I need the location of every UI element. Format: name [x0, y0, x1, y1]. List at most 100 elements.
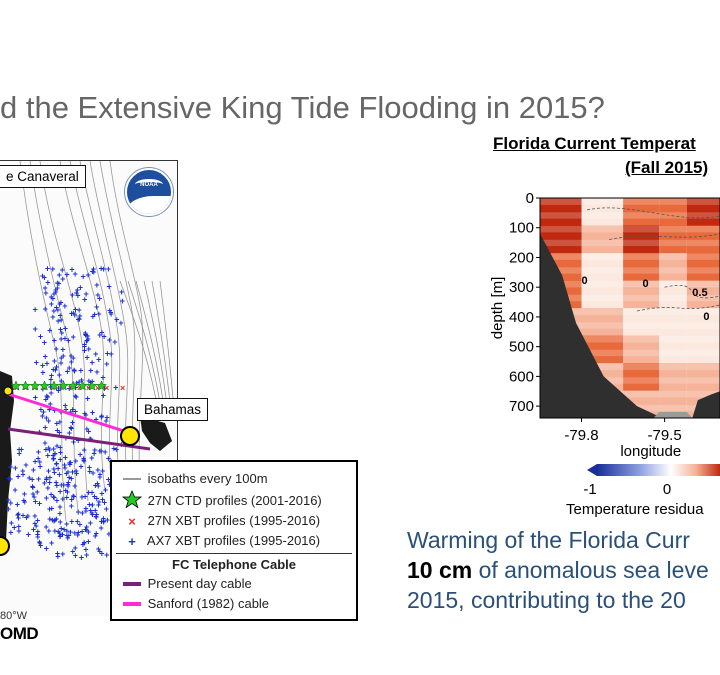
contour-line — [636, 304, 720, 312]
ax7-profile-marker: + — [86, 537, 91, 547]
ax7-profile-marker: + — [62, 463, 67, 473]
ax7-profile-marker: + — [87, 463, 92, 473]
xbt27-profile-marker: × — [77, 383, 82, 393]
ax7-profile-marker: + — [104, 413, 109, 423]
ax7-profile-marker: + — [62, 460, 67, 470]
ax7-profile-marker: + — [44, 358, 49, 368]
ax7-profile-marker: + — [52, 449, 57, 459]
heatmap-cell — [581, 225, 623, 233]
ax7-profile-marker: + — [63, 452, 68, 462]
ax7-profile-marker: + — [38, 405, 43, 415]
heatmap-cell — [581, 308, 623, 316]
ax7-profile-marker: + — [8, 527, 13, 537]
ax7-profile-marker: + — [44, 473, 49, 483]
ax7-profile-marker: + — [95, 479, 100, 489]
heatmap-cell — [686, 266, 720, 275]
ax7-profile-marker: + — [85, 336, 90, 346]
ax7-profile-marker: + — [102, 498, 107, 508]
ax7-profile-marker: + — [99, 446, 104, 456]
ax7-profile-marker: + — [90, 468, 95, 478]
ax7-profile-marker: + — [93, 505, 98, 515]
ax7-profile-marker: + — [54, 477, 59, 487]
ax7-profile-marker: + — [54, 362, 59, 372]
ax7-profile-marker: + — [68, 422, 73, 432]
ax7-profile-marker: + — [6, 504, 11, 514]
ax7-profile-marker: + — [31, 525, 36, 535]
ax7-profile-marker: + — [79, 375, 84, 385]
heatmap-cell — [581, 342, 623, 350]
ax7-profile-marker: + — [68, 458, 73, 468]
ax7-profile-marker: + — [47, 504, 52, 514]
ax7-profile-marker: + — [57, 299, 62, 309]
legend-ctd: 27N CTD profiles (2001-2016) — [120, 489, 322, 509]
ax7-profile-marker: + — [66, 531, 71, 541]
ax7-profile-marker: + — [88, 518, 93, 528]
ax7-profile-marker: + — [82, 538, 87, 548]
ax7-profile-marker: + — [97, 469, 102, 479]
ctd-profile-marker — [29, 380, 41, 391]
legend-isobaths: isobaths every 100m — [120, 470, 268, 488]
ax7-profile-marker: + — [71, 332, 76, 342]
ax7-profile-marker: + — [86, 334, 91, 344]
ax7-profile-marker: + — [96, 497, 101, 507]
heatmap-cell — [686, 294, 720, 302]
ax7-profile-marker: + — [89, 487, 94, 497]
heatmap-cell — [581, 321, 623, 330]
ax7-profile-marker: + — [64, 492, 69, 502]
ax7-profile-marker: + — [108, 308, 113, 318]
ax7-profile-marker: + — [65, 480, 70, 490]
ax7-profile-marker: + — [9, 518, 14, 528]
ax7-profile-marker: + — [79, 492, 84, 502]
map-panel: + + + + + + + + + + + + + + + + + + + + + + + + + + + + + + + + + + + + + + + +… — [0, 160, 178, 616]
ax7-profile-marker: + — [93, 512, 98, 522]
ax7-profile-marker: + — [59, 524, 64, 534]
ax7-profile-marker: + — [52, 515, 57, 525]
ax7-profile-marker: + — [96, 309, 101, 319]
ax7-profile-marker: + — [44, 413, 49, 423]
ax7-profile-marker: + — [58, 531, 63, 541]
ax7-profile-marker: + — [55, 552, 60, 562]
heatmap-cell — [659, 349, 687, 357]
heatmap-cell — [623, 266, 660, 275]
ax7-profile-marker: + — [70, 547, 75, 557]
y-tick-label: 400 — [509, 309, 534, 326]
ax7-profile-marker: + — [73, 543, 78, 553]
ax7-profile-marker: + — [70, 404, 75, 414]
heatmap-cell — [581, 246, 623, 254]
ax7-profile-marker: + — [80, 527, 85, 537]
ax7-profile-marker: + — [46, 416, 51, 426]
ax7-profile-marker: + — [71, 491, 76, 501]
ax7-profile-marker: + — [83, 506, 88, 516]
y-tick-label: 300 — [509, 279, 534, 296]
ax7-profile-marker: + — [96, 354, 101, 364]
ax7-profile-marker: + — [101, 516, 106, 526]
legend-cable-header: FC Telephone Cable — [172, 557, 296, 572]
ax7-profile-marker: + — [88, 378, 93, 388]
heatmap-cell — [686, 232, 720, 240]
ax7-profile-marker: + — [56, 383, 61, 393]
ax7-profile-marker: + — [38, 462, 43, 472]
ax7-profile-marker: + — [63, 485, 68, 495]
star-icon — [120, 489, 144, 513]
ax7-profile-marker: + — [56, 385, 61, 395]
ax7-profile-marker: + — [37, 538, 42, 548]
ctd-profile-marker — [48, 380, 60, 391]
ax7-profile-marker: + — [61, 351, 66, 361]
ax7-profile-marker: + — [21, 495, 26, 505]
ax7-profile-marker: + — [93, 481, 98, 491]
ax7-profile-marker: + — [32, 492, 37, 502]
heatmap-cell — [659, 218, 687, 226]
ax7-profile-marker: + — [57, 469, 62, 479]
ax7-profile-marker: + — [84, 525, 89, 535]
ax7-profile-marker: + — [82, 345, 87, 355]
heatmap-cell — [659, 273, 687, 281]
ax7-profile-marker: + — [104, 550, 109, 560]
ax7-profile-marker: + — [71, 308, 76, 318]
ax7-profile-marker: + — [97, 472, 102, 482]
heatmap-cell — [581, 232, 623, 240]
ax7-profile-marker: + — [84, 336, 89, 346]
ax7-profile-marker: + — [97, 330, 102, 340]
ax7-profile-marker: + — [17, 444, 22, 454]
ax7-profile-marker: + — [89, 453, 94, 463]
cross-icon: × — [128, 513, 136, 529]
